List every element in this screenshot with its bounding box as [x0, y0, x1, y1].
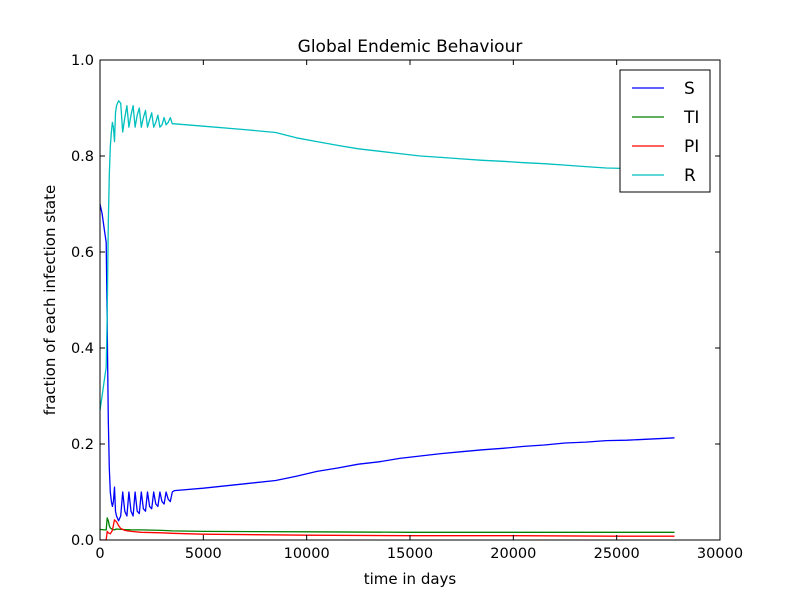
y-tick-label: 0.2 [71, 437, 94, 453]
legend-label-ti: TI [683, 108, 699, 128]
series-line-r [100, 100, 675, 411]
x-tick-label: 15000 [387, 546, 433, 562]
y-tick-label: 1.0 [71, 53, 94, 69]
chart-title: Global Endemic Behaviour [298, 37, 523, 57]
legend: S TI PI R [619, 69, 711, 193]
x-tick-label: 30000 [697, 546, 743, 562]
series-line-pi [100, 519, 675, 540]
plot-background [100, 60, 720, 540]
series-line-s [100, 203, 675, 522]
y-tick-label: 0.4 [71, 341, 94, 357]
x-tick-label: 25000 [594, 546, 640, 562]
x-axis-label: time in days [364, 570, 457, 588]
plot-frame [99, 59, 721, 541]
legend-label-pi: PI [684, 137, 699, 157]
x-tick-label: 20000 [490, 546, 536, 562]
legend-box [619, 69, 711, 193]
ticks-layer: 0 5000 10000 15000 20000 25000 30000 0.0 0.2 0.4 0… [71, 53, 743, 562]
x-tick-label: 5000 [185, 546, 222, 562]
x-tick-label: 0 [95, 546, 104, 562]
y-tick-label: 0.6 [71, 245, 94, 261]
x-tick-label: 10000 [284, 546, 330, 562]
legend-label-r: R [684, 166, 696, 186]
y-tick-label: 0.0 [71, 533, 94, 549]
y-axis-label: fraction of each infection state [41, 185, 59, 416]
legend-label-s: S [684, 79, 695, 99]
y-tick-label: 0.8 [71, 149, 94, 165]
series-line-ti [100, 517, 675, 533]
series-layer [100, 100, 675, 540]
